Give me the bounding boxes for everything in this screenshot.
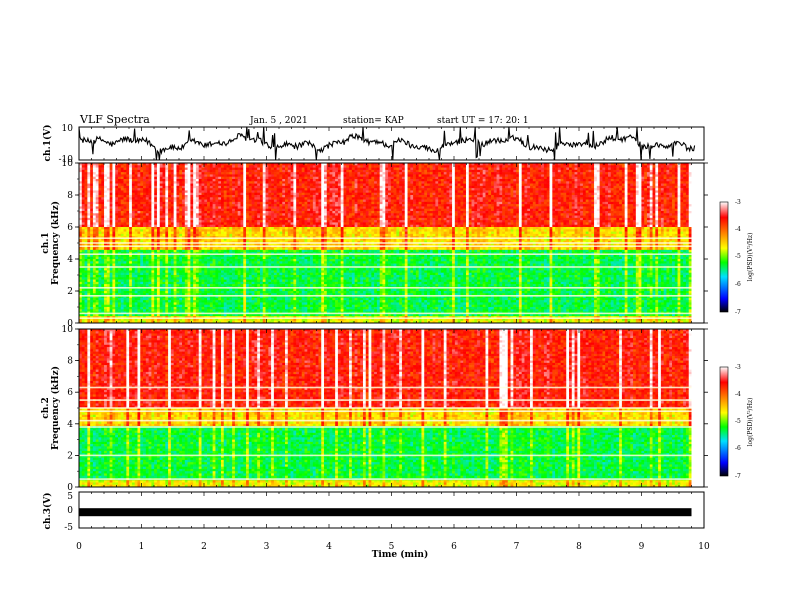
ch2-spec-ytick-label: 6 <box>67 388 73 398</box>
x-axis-label: Time (min) <box>372 549 429 560</box>
x-tick-label: 4 <box>326 542 332 552</box>
ch1-cb-tick-m3: -3 <box>735 199 741 206</box>
ch1-spec-ytick-label: 4 <box>67 255 73 265</box>
ch2-cb-tick-m7: -7 <box>735 473 741 480</box>
ch2-spec-ylabel-frequency: Frequency (kHz) <box>50 366 61 450</box>
ch2-spec-ytick-label: 8 <box>67 357 73 367</box>
ch3-ytick-top: 5 <box>67 492 73 502</box>
ch2-spec-ylabel-channel: ch.2 <box>41 397 51 418</box>
vlf-spectra-figure: VLF Spectra Jan. 5 , 2021 station= KAP s… <box>0 0 792 612</box>
ch1-spec-ytick-label: 10 <box>62 159 74 169</box>
ch1-spec-ylabel-frequency: Frequency (kHz) <box>50 201 61 285</box>
ch1-cb-tick-m5: -5 <box>735 253 741 260</box>
ch2-cb-tick-m5: -5 <box>735 418 741 425</box>
x-tick-label: 1 <box>139 542 145 552</box>
ch2-colorbar: -3 -4 -5 -6 -7 log(PSD)(V²/Hz) <box>720 364 754 480</box>
ch1-spec-ytick-label: 8 <box>67 191 73 201</box>
ch1-waveform-frame <box>79 127 704 160</box>
ch3-ytick-mid: 0 <box>67 506 73 516</box>
ch2-colorbar-gradient <box>720 367 728 476</box>
ch2-spectrogram-image <box>79 329 704 487</box>
header-station: station= KAP <box>343 116 404 126</box>
ch2-spec-ytick-label: 2 <box>67 451 73 461</box>
ch3-ylabel: ch.3(V) <box>42 493 53 530</box>
header-start-time: start UT = 17: 20: 1 <box>437 116 529 126</box>
ch1-spec-ytick-label: 6 <box>67 223 73 233</box>
x-tick-label: 7 <box>514 542 520 552</box>
ch2-cb-tick-m3: -3 <box>735 364 741 371</box>
header-date: Jan. 5 , 2021 <box>249 116 308 126</box>
ch1-waveform-line <box>79 127 695 160</box>
x-tick-label: 6 <box>451 542 457 552</box>
ch3-waveform-trace <box>79 508 692 516</box>
ch2-spec-ytick-label: 10 <box>62 325 74 335</box>
ch2-spec-ytick-label: 4 <box>67 420 73 430</box>
ch3-ytick-bottom: -5 <box>64 523 73 533</box>
ch2-cb-tick-m4: -4 <box>735 391 741 398</box>
figure-title: VLF Spectra <box>79 113 150 126</box>
ch1-ytick-top: 10 <box>62 124 74 134</box>
x-tick-label: 10 <box>698 542 710 552</box>
x-tick-label: 2 <box>201 542 207 552</box>
ch1-cb-tick-m6: -6 <box>735 281 741 288</box>
x-tick-label: 8 <box>576 542 582 552</box>
ch2-colorbar-label: log(PSD)(V²/Hz) <box>747 398 754 447</box>
x-tick-label: 0 <box>76 542 82 552</box>
ch1-spectrogram-panel: ch.1 Frequency (kHz) <box>41 163 704 323</box>
ch2-spectrogram-panel: ch.2 Frequency (kHz) <box>41 329 704 487</box>
ch1-spec-ytick-label: 2 <box>67 287 73 297</box>
ch2-cb-tick-m6: -6 <box>735 445 741 452</box>
x-tick-label: 3 <box>264 542 270 552</box>
ch1-colorbar-gradient <box>720 202 728 312</box>
ch1-spectrogram-image <box>79 163 704 323</box>
ch1-colorbar-label: log(PSD)(V²/Hz) <box>747 233 754 282</box>
ch1-colorbar: -3 -4 -5 -6 -7 log(PSD)(V²/Hz) <box>720 199 754 316</box>
ch1-cb-tick-m4: -4 <box>735 226 741 233</box>
ch1-ylabel: ch.1(V) <box>42 125 53 162</box>
ch2-spec-ytick-label: 0 <box>67 483 73 493</box>
ch1-cb-tick-m7: -7 <box>735 309 741 316</box>
x-tick-label: 9 <box>639 542 645 552</box>
ch1-spec-ylabel-channel: ch.1 <box>41 232 51 253</box>
